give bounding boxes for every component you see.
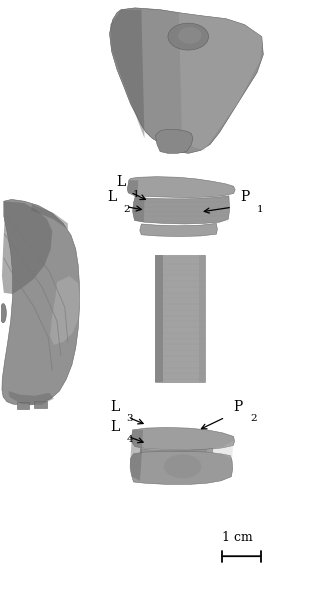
Polygon shape [17, 402, 29, 409]
Polygon shape [2, 199, 79, 405]
Polygon shape [155, 130, 193, 154]
Polygon shape [35, 401, 47, 408]
Polygon shape [31, 204, 68, 229]
Polygon shape [179, 13, 263, 151]
Polygon shape [130, 430, 143, 481]
Polygon shape [8, 391, 54, 405]
Text: 2: 2 [250, 415, 257, 424]
Text: P: P [241, 190, 250, 204]
Ellipse shape [164, 454, 201, 478]
Polygon shape [132, 428, 235, 450]
Text: L: L [107, 190, 116, 204]
Ellipse shape [168, 23, 208, 50]
Polygon shape [133, 196, 230, 224]
Text: 1 cm: 1 cm [222, 531, 253, 544]
Text: 4: 4 [126, 434, 133, 443]
Text: L: L [116, 175, 126, 189]
Text: L: L [110, 420, 119, 434]
Polygon shape [110, 8, 263, 154]
Ellipse shape [178, 27, 202, 44]
Polygon shape [155, 255, 163, 382]
Polygon shape [127, 176, 235, 197]
Polygon shape [2, 201, 52, 294]
Polygon shape [110, 10, 144, 139]
Polygon shape [130, 451, 233, 484]
Polygon shape [133, 197, 144, 222]
Polygon shape [127, 180, 138, 195]
Polygon shape [155, 255, 204, 382]
Ellipse shape [0, 304, 6, 323]
Text: 1: 1 [133, 190, 139, 199]
Polygon shape [140, 223, 217, 236]
Polygon shape [138, 448, 213, 483]
Text: L: L [110, 400, 119, 414]
Polygon shape [50, 276, 79, 345]
Text: 1: 1 [257, 205, 264, 214]
Text: 2: 2 [123, 205, 130, 214]
Text: P: P [234, 400, 243, 414]
Text: 3: 3 [126, 415, 133, 424]
Polygon shape [207, 440, 234, 458]
Polygon shape [199, 255, 204, 382]
